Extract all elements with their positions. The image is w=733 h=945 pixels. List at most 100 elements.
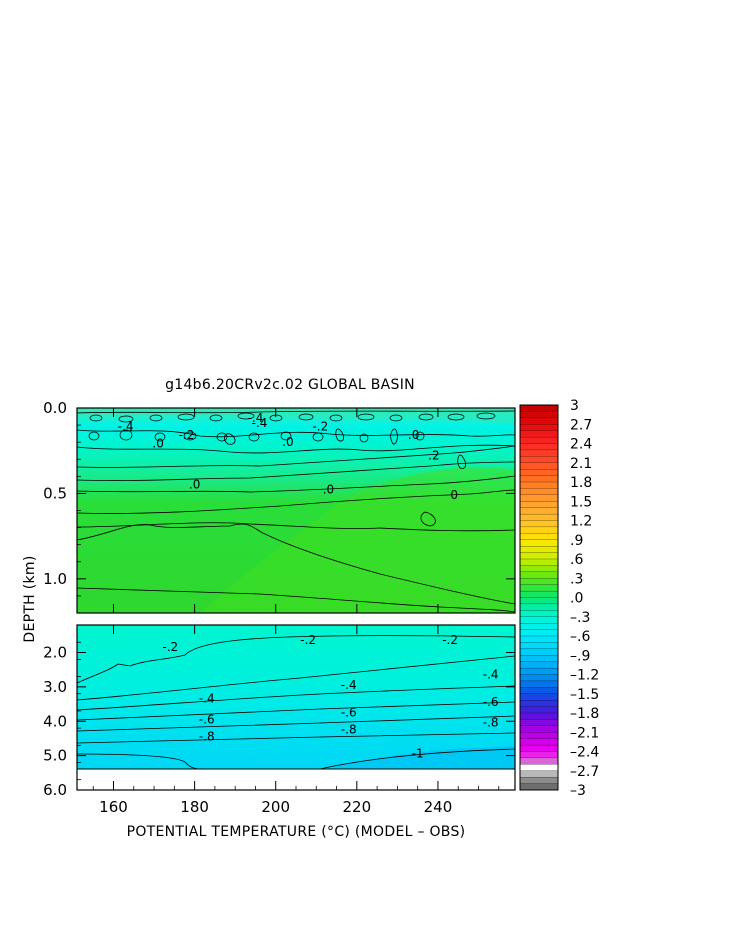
colorbar-swatch xyxy=(519,725,559,733)
colorbar-label: –.9 xyxy=(570,648,590,664)
x-tick-label: 180 xyxy=(180,798,209,816)
colorbar: 3 2.7 2.4 2.1 1.8 1.5 1.2 .9 .6 .3 .0 –.3 –.6 –.9 –1.2… xyxy=(519,398,599,799)
contour-label: -.6 xyxy=(199,712,215,726)
colorbar-swatch xyxy=(519,565,559,573)
colorbar-swatch xyxy=(519,417,559,425)
lower-panel xyxy=(77,625,515,769)
colorbar-swatch xyxy=(519,481,559,489)
colorbar-swatch xyxy=(519,687,559,695)
y-tick-label: 0.5 xyxy=(43,484,67,502)
contour-label: -.4 xyxy=(248,411,264,425)
upper-surface-band xyxy=(77,408,515,424)
colorbar-swatch xyxy=(519,655,559,663)
contour-label: -.2 xyxy=(179,428,195,442)
colorbar-swatch xyxy=(519,706,559,714)
lower-contours xyxy=(77,635,515,769)
contour-label: .0 xyxy=(323,483,334,497)
colorbar-swatch xyxy=(519,590,559,598)
surface-noise xyxy=(88,412,496,443)
colorbar-label: .9 xyxy=(570,533,583,549)
lower-panel-nodata xyxy=(77,769,515,790)
contour-label: .2 xyxy=(428,449,439,463)
upper-panel xyxy=(77,408,515,613)
colorbar-swatch xyxy=(519,777,559,785)
y-axis-title: DEPTH (km) xyxy=(22,555,38,642)
colorbar-label: 2.7 xyxy=(570,417,592,433)
contour-label: -.4 xyxy=(252,416,268,430)
colorbar-label: –3 xyxy=(570,783,586,799)
colorbar-swatch xyxy=(519,693,559,701)
colorbar-label: 1.8 xyxy=(570,475,592,491)
chart-title: g14b6.20CRv2c.02 GLOBAL BASIN xyxy=(165,377,415,393)
colorbar-swatch xyxy=(519,642,559,650)
contour-label: -.2 xyxy=(442,633,458,647)
colorbar-swatch xyxy=(519,712,559,720)
colorbar-swatch xyxy=(519,578,559,586)
colorbar-swatch xyxy=(519,674,559,682)
colorbar-swatch xyxy=(519,751,559,759)
colorbar-swatch xyxy=(519,719,559,727)
colorbar-label: –.3 xyxy=(570,610,590,626)
x-tick-label: 240 xyxy=(424,798,453,816)
colorbar-swatch xyxy=(519,764,559,772)
colorbar-swatch xyxy=(519,700,559,708)
colorbar-swatch xyxy=(519,616,559,624)
colorbar-swatch xyxy=(519,610,559,618)
contour-label: .0 xyxy=(408,428,419,442)
contour-label: -.4 xyxy=(118,420,134,434)
contour-label: -.8 xyxy=(341,723,357,737)
colorbar-swatch xyxy=(519,456,559,464)
contour-label: .0 xyxy=(152,437,163,451)
upper-contours xyxy=(77,410,515,613)
colorbar-swatch xyxy=(519,635,559,643)
x-axis-title: POTENTIAL TEMPERATURE (°C) (MODEL – OBS) xyxy=(127,824,466,840)
colorbar-label: 1.5 xyxy=(570,494,592,510)
colorbar-label: –1.5 xyxy=(570,687,599,703)
contour-label: -.4 xyxy=(341,678,357,692)
colorbar-swatch xyxy=(519,546,559,554)
colorbar-label: .0 xyxy=(570,591,583,607)
lower-panel-field xyxy=(77,625,515,769)
x-axis: 160 180 200 220 240 xyxy=(92,408,500,816)
colorbar-swatch xyxy=(519,430,559,438)
colorbar-swatch xyxy=(519,738,559,746)
contour-label: .0 xyxy=(189,478,200,492)
colorbar-swatch xyxy=(519,411,559,419)
y-tick-label: 1.0 xyxy=(43,570,67,588)
lower-deep-core xyxy=(330,746,515,769)
contour-label: -.6 xyxy=(341,705,357,719)
contour-label: -1 xyxy=(412,747,424,761)
colorbar-swatch xyxy=(519,404,559,412)
y-tick-label: 5.0 xyxy=(43,747,67,765)
colorbar-label: 1.2 xyxy=(570,514,592,530)
y-tick-label: 3.0 xyxy=(43,678,67,696)
colorbar-swatch xyxy=(519,513,559,521)
x-tick-label: 160 xyxy=(99,798,128,816)
colorbar-label: .3 xyxy=(570,571,583,587)
colorbar-label: 2.1 xyxy=(570,456,592,472)
colorbar-swatch xyxy=(519,744,559,752)
colorbar-swatch xyxy=(519,533,559,541)
colorbar-label: –.6 xyxy=(570,629,590,645)
colorbar-swatch xyxy=(519,443,559,451)
colorbar-swatch xyxy=(519,757,559,765)
colorbar-label: –1.8 xyxy=(570,706,599,722)
colorbar-swatch xyxy=(519,520,559,528)
colorbar-label: –2.1 xyxy=(570,725,599,741)
colorbar-swatch xyxy=(519,661,559,669)
colorbar-swatch xyxy=(519,667,559,675)
y-axis: 0.00.51.02.03.04.05.06.0 xyxy=(43,399,515,799)
contour-label: -.6 xyxy=(483,695,499,709)
contour-label: -.4 xyxy=(483,668,499,682)
colorbar-swatch xyxy=(519,603,559,611)
colorbar-swatch xyxy=(519,436,559,444)
colorbar-swatch xyxy=(519,526,559,534)
contour-labels: -.4-.4 -.4 -.2-.2.0.0.0.2.0.0 0-.2 -.2 -.2-.4… xyxy=(118,411,499,761)
y-tick-label: 0.0 xyxy=(43,399,67,417)
contour-label: -.8 xyxy=(483,716,499,730)
contour-label: -.8 xyxy=(199,729,215,743)
contour-label: .0 xyxy=(282,435,293,449)
colorbar-swatch xyxy=(519,558,559,566)
colorbar-swatch xyxy=(519,501,559,509)
colorbar-swatch xyxy=(519,732,559,740)
